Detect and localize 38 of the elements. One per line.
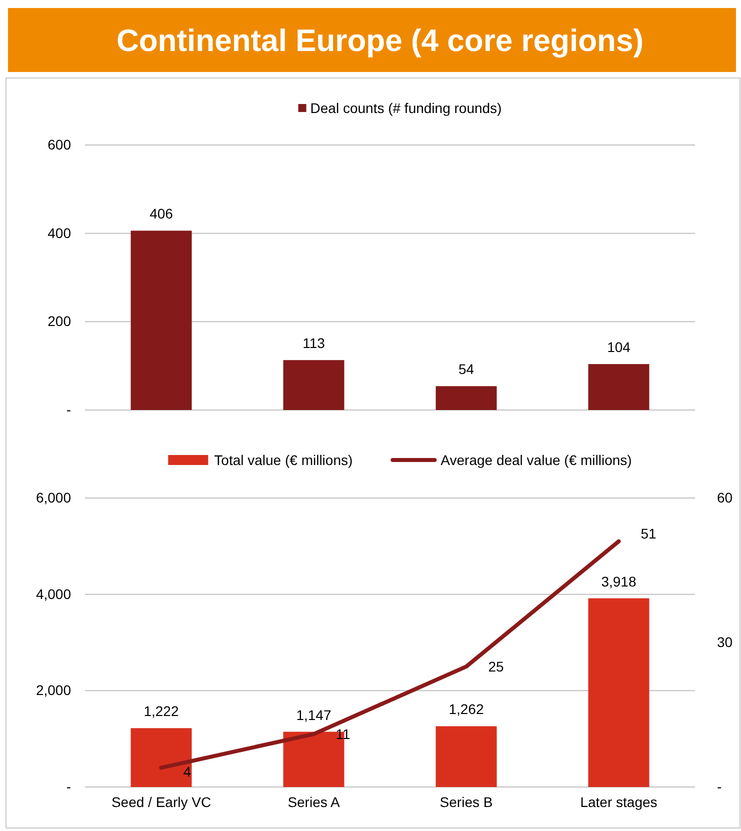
data-label: 51 [640,525,657,542]
y2-tick-label: 30 [717,634,733,650]
data-label: 1,222 [144,703,179,720]
x-tick-label: Series B [440,794,493,810]
x-tick-label: Seed / Early VC [111,794,212,810]
bar [283,360,344,410]
chart-title: Continental Europe (4 core regions) [116,23,644,58]
y-tick-label: - [66,401,72,418]
data-label: 54 [458,361,474,378]
data-label: 4 [183,764,192,780]
y-tick-label: - [66,778,72,794]
legend-label: Deal counts (# funding rounds) [310,100,502,116]
y-tick-label: 200 [48,313,72,330]
data-label: 1,262 [448,701,484,718]
y-tick-label: 4,000 [36,586,72,602]
y-tick-label: 2,000 [36,682,72,698]
bar [130,728,192,787]
x-tick-label: Series A [288,794,340,810]
data-label: 406 [150,206,174,222]
data-label: 104 [607,339,631,356]
bar [436,726,497,787]
y2-tick-label: - [717,778,722,794]
bar [130,230,192,410]
data-label: 3,918 [601,573,636,590]
data-label: 11 [336,726,350,742]
bar [436,386,497,410]
x-tick-label: Later stages [580,794,658,810]
y2-tick-label: 60 [717,489,733,506]
y-tick-label: 6,000 [36,489,72,506]
y-tick-label: 600 [48,136,72,152]
legend-label: Average deal value (€ millions) [440,452,632,468]
bar [588,364,650,410]
y-tick-label: 400 [48,224,72,241]
data-label: 1,147 [296,706,332,723]
bar [588,598,650,787]
data-label: 113 [302,335,326,352]
legend-label: Total value (€ millions) [214,452,353,468]
data-label: 25 [488,658,504,675]
